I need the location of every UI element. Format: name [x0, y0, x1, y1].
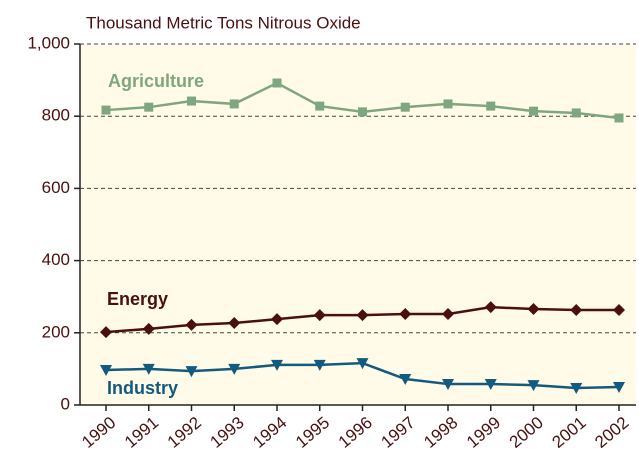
marker — [613, 381, 625, 393]
series-label: Agriculture — [108, 71, 204, 91]
marker — [271, 359, 283, 371]
x-tick-label: 1991 — [121, 413, 162, 452]
y-tick-label: 600 — [42, 178, 70, 197]
y-tick-label: 800 — [42, 106, 70, 125]
marker — [399, 308, 412, 321]
chart-title: Thousand Metric Tons Nitrous Oxide — [86, 13, 361, 32]
marker — [313, 309, 326, 322]
marker — [570, 383, 583, 395]
marker — [228, 317, 241, 330]
x-tick-label: 1995 — [292, 413, 333, 452]
marker — [527, 380, 540, 392]
x-tick-label: 1996 — [335, 413, 376, 452]
x-tick-label: 1994 — [249, 413, 290, 452]
marker — [527, 302, 540, 315]
marker — [144, 102, 154, 112]
x-tick-label: 2001 — [549, 413, 590, 452]
x-tick-label: 1998 — [420, 413, 461, 452]
marker — [484, 301, 497, 314]
marker — [529, 106, 538, 116]
marker — [142, 322, 155, 335]
marker — [484, 379, 497, 391]
y-tick-label: 200 — [42, 322, 70, 341]
series-label: Energy — [107, 289, 168, 309]
marker — [356, 358, 369, 370]
marker — [228, 363, 241, 375]
x-tick-label: 2000 — [506, 413, 547, 452]
marker — [271, 313, 283, 326]
marker — [358, 107, 367, 117]
marker — [229, 99, 239, 109]
marker — [442, 308, 454, 321]
marker — [100, 364, 112, 376]
marker — [185, 318, 198, 331]
x-tick-label: 1993 — [207, 413, 248, 452]
marker — [570, 304, 583, 317]
marker — [272, 78, 282, 88]
marker — [613, 304, 625, 317]
y-tick-label: 1,000 — [27, 33, 70, 52]
marker — [185, 366, 198, 378]
marker — [443, 99, 453, 109]
marker — [315, 101, 325, 111]
marker — [614, 113, 624, 123]
marker — [313, 359, 326, 371]
marker — [486, 101, 496, 111]
marker — [101, 105, 111, 115]
y-tick-label: 400 — [42, 250, 70, 269]
marker — [442, 379, 454, 391]
x-tick-label: 2002 — [591, 413, 632, 452]
plot-area — [80, 44, 636, 405]
x-tick-label: 1997 — [378, 413, 419, 452]
marker — [571, 108, 581, 118]
y-tick-label: 0 — [61, 394, 70, 413]
series-label: Industry — [107, 378, 178, 398]
marker — [400, 102, 410, 112]
x-tick-label: 1990 — [78, 413, 119, 452]
marker — [100, 326, 112, 339]
marker — [399, 374, 412, 386]
marker — [187, 96, 196, 106]
marker — [142, 363, 155, 375]
x-tick-label: 1992 — [164, 413, 205, 452]
x-tick-label: 1999 — [463, 413, 504, 452]
marker — [356, 309, 369, 322]
